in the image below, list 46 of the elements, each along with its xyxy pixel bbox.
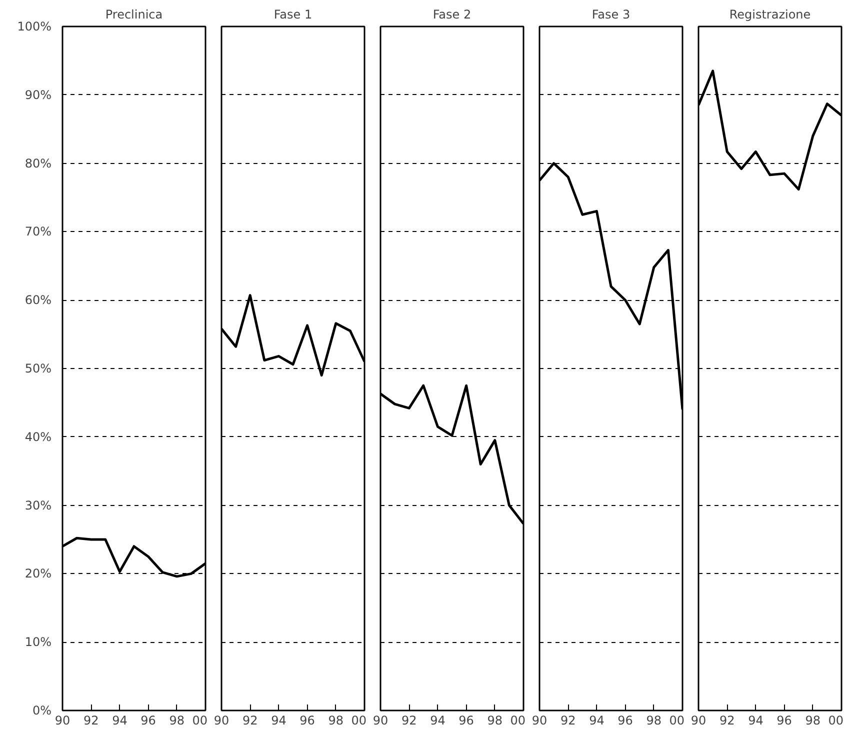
x-tick-label: 94 <box>589 714 604 728</box>
x-tick-label: 00 <box>669 714 685 728</box>
x-tick-label: 92 <box>83 714 99 728</box>
y-tick-label: 20% <box>24 566 52 581</box>
y-tick-label: 30% <box>24 498 52 512</box>
x-tick-label: 94 <box>430 714 446 728</box>
x-tick-label: 98 <box>487 714 503 728</box>
x-tick-label: 90 <box>372 714 388 728</box>
x-tick-label: 98 <box>646 714 662 728</box>
chart-title: Preclinica <box>105 8 163 22</box>
x-tick-label: 90 <box>214 714 230 728</box>
y-tick-label: 60% <box>24 293 52 308</box>
x-tick-label: 90 <box>690 714 706 728</box>
chart-title: Registrazione <box>729 8 811 22</box>
x-tick-label: 90 <box>54 714 70 728</box>
y-tick-label: 50% <box>24 362 52 376</box>
x-tick-label: 92 <box>401 714 417 728</box>
x-tick-label: 96 <box>300 714 315 728</box>
y-tick-label: 0% <box>32 704 52 718</box>
x-tick-label: 94 <box>112 714 128 728</box>
y-tick-label: 90% <box>24 88 52 102</box>
y-tick-label: 40% <box>24 430 52 444</box>
chart-title: Fase 1 <box>274 8 312 22</box>
y-tick-label: 10% <box>24 635 52 650</box>
x-tick-label: 00 <box>192 714 208 728</box>
chart-title: Fase 2 <box>432 8 472 22</box>
y-tick-label: 100% <box>17 20 52 34</box>
x-tick-label: 98 <box>805 714 821 728</box>
x-tick-label: 90 <box>532 714 548 728</box>
x-tick-label: 94 <box>271 714 286 728</box>
x-tick-label: 92 <box>719 714 735 728</box>
x-tick-label: 92 <box>242 714 258 728</box>
x-tick-label: 92 <box>560 714 576 728</box>
x-tick-label: 98 <box>328 714 344 728</box>
x-tick-label: 00 <box>351 714 367 728</box>
chart-title: Fase 3 <box>592 8 630 22</box>
x-tick-label: 00 <box>510 714 526 728</box>
x-tick-label: 96 <box>458 714 474 728</box>
x-tick-label: 96 <box>776 714 792 728</box>
y-tick-label: 70% <box>24 224 52 239</box>
y-tick-label: 80% <box>24 156 52 170</box>
x-tick-label: 00 <box>828 714 844 728</box>
x-tick-label: 96 <box>140 714 156 728</box>
x-tick-label: 94 <box>748 714 764 728</box>
x-tick-label: 98 <box>169 714 185 728</box>
x-tick-label: 96 <box>618 714 633 728</box>
